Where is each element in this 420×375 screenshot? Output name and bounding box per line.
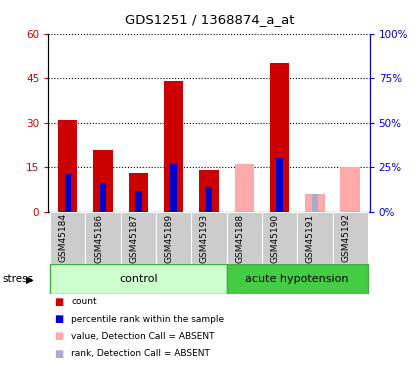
Bar: [206, 187, 212, 212]
Bar: [270, 63, 289, 212]
Text: GSM45191: GSM45191: [306, 213, 315, 262]
Bar: [312, 194, 318, 212]
Bar: [129, 173, 148, 212]
Text: ■: ■: [55, 314, 64, 324]
Bar: [341, 167, 360, 212]
Text: rank, Detection Call = ABSENT: rank, Detection Call = ABSENT: [71, 349, 210, 358]
Text: GSM45184: GSM45184: [59, 213, 68, 262]
Bar: [93, 150, 113, 212]
Text: GSM45193: GSM45193: [200, 213, 209, 262]
Bar: [234, 164, 254, 212]
Text: percentile rank within the sample: percentile rank within the sample: [71, 315, 225, 324]
Bar: [333, 212, 368, 264]
Text: GSM45189: GSM45189: [165, 213, 173, 262]
Bar: [262, 212, 297, 264]
Bar: [50, 212, 85, 264]
Bar: [171, 164, 177, 212]
Bar: [297, 212, 333, 264]
Bar: [121, 212, 156, 264]
Bar: [50, 264, 227, 294]
Bar: [58, 120, 77, 212]
Text: GSM45186: GSM45186: [94, 213, 103, 262]
Text: GDS1251 / 1368874_a_at: GDS1251 / 1368874_a_at: [125, 13, 295, 26]
Text: count: count: [71, 297, 97, 306]
Bar: [135, 190, 142, 212]
Bar: [199, 170, 219, 212]
Text: stress: stress: [2, 274, 33, 284]
Bar: [227, 264, 368, 294]
Text: value, Detection Call = ABSENT: value, Detection Call = ABSENT: [71, 332, 215, 341]
Text: ■: ■: [55, 349, 64, 358]
Bar: [227, 212, 262, 264]
Text: ▶: ▶: [26, 274, 34, 284]
Bar: [100, 183, 106, 212]
Bar: [85, 212, 121, 264]
Text: ■: ■: [55, 297, 64, 307]
Bar: [276, 158, 283, 212]
Bar: [305, 194, 325, 212]
Text: acute hypotension: acute hypotension: [245, 274, 349, 284]
Bar: [191, 212, 227, 264]
Text: ■: ■: [55, 332, 64, 341]
Text: GSM45188: GSM45188: [235, 213, 244, 262]
Bar: [156, 212, 191, 264]
Bar: [65, 174, 71, 212]
Bar: [164, 81, 184, 212]
Text: GSM45190: GSM45190: [270, 213, 280, 262]
Text: GSM45192: GSM45192: [341, 213, 350, 262]
Text: control: control: [119, 274, 158, 284]
Text: GSM45187: GSM45187: [129, 213, 138, 262]
